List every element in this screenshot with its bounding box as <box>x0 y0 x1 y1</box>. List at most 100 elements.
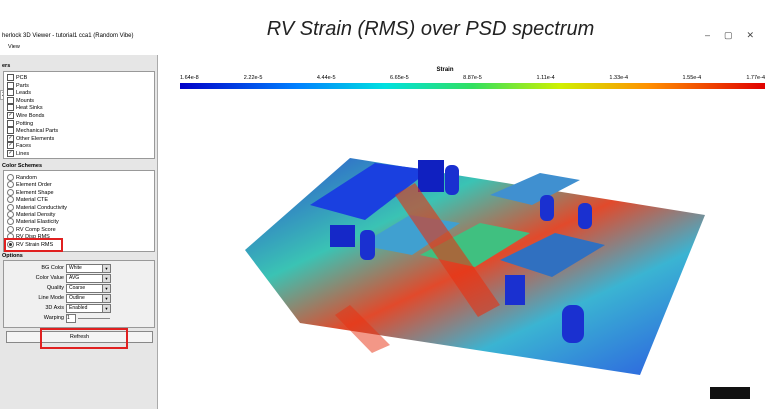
radio[interactable] <box>7 233 14 241</box>
scheme-row: Material Conductivity <box>7 203 68 211</box>
scheme-label: RV Disp RMS <box>16 234 50 241</box>
dropdown-arrow[interactable]: ▼ <box>102 264 111 273</box>
checkbox[interactable]: ✓ <box>7 150 14 157</box>
corner-widget <box>710 387 750 399</box>
legend-tick: 8.87e-5 <box>463 75 482 81</box>
scheme-label: Material Conductivity <box>16 204 68 211</box>
section-header: ers <box>2 63 11 69</box>
layer-row: ✓ Other Elements <box>7 134 55 142</box>
dropdown[interactable]: White <box>66 264 104 273</box>
layer-row: Mounts <box>7 96 35 104</box>
layers-box: PCB Parts Leads Mounts Heat Sinks ✓ Wire Bonds… <box>3 71 155 159</box>
highlight-box <box>4 237 63 252</box>
radio[interactable] <box>7 196 14 204</box>
legend-tick: 1.11e-4 <box>537 75 555 81</box>
options-box: BG Color White ▼ Color Value AVG ▼ Quality Coar… <box>3 260 155 328</box>
checkbox[interactable] <box>7 81 14 89</box>
scheme-label: RV Strain RMS <box>16 241 54 248</box>
legend-tick: 1.33e-4 <box>609 75 628 81</box>
radio[interactable] <box>7 211 14 218</box>
layer-row: Leads <box>7 89 31 97</box>
dropdown-arrow[interactable]: ▼ <box>102 304 111 313</box>
layer-row: Potting <box>7 119 34 127</box>
radio[interactable] <box>7 218 14 226</box>
layer-label: Other Elements <box>16 135 55 142</box>
layer-row: PCB <box>7 74 27 81</box>
schemes-box: Random Element Order Element Shape Material… <box>3 170 155 252</box>
option-label: Line Mode <box>38 295 64 301</box>
scheme-label: Material CTE <box>16 197 49 204</box>
checkbox[interactable]: ✓ <box>7 112 14 119</box>
dropdown[interactable]: Coarse <box>66 284 104 293</box>
option-label: Color Value <box>35 275 64 281</box>
colorbar <box>180 83 765 89</box>
refresh-button[interactable]: Refresh <box>6 331 153 343</box>
scheme-row: Material Density <box>7 211 55 218</box>
board-render <box>245 158 705 375</box>
radio[interactable] <box>7 203 14 211</box>
dropdown[interactable]: Enabled <box>66 304 104 313</box>
scheme-label: Random <box>16 174 37 181</box>
slider[interactable] <box>78 318 110 319</box>
radio[interactable] <box>7 181 14 189</box>
layer-row: ✓ Faces <box>7 142 31 150</box>
layer-label: Leads <box>16 90 31 97</box>
legend-tick: 2.22e-5 <box>244 75 263 81</box>
slide-heading: RV Strain (RMS) over PSD spectrum <box>266 18 595 40</box>
layer-label: Parts <box>16 82 29 89</box>
scheme-label: Material Density <box>16 211 56 218</box>
dropdown-arrow[interactable]: ▼ <box>102 284 111 293</box>
option-label: Quality <box>46 285 64 291</box>
window-controls[interactable]: –▢✕ <box>705 30 769 40</box>
dropdown-arrow[interactable]: ▼ <box>102 274 111 283</box>
checkbox[interactable] <box>7 74 14 81</box>
scheme-label: Element Order <box>16 182 52 189</box>
scheme-row: RV Disp RMS <box>7 233 50 241</box>
checkbox[interactable]: ✓ <box>7 134 14 142</box>
section-header: Color Schemes <box>2 163 43 169</box>
scheme-row: Element Shape <box>7 188 54 196</box>
radio[interactable] <box>7 225 14 233</box>
layer-label: Faces <box>16 143 31 150</box>
layer-row: Parts <box>7 81 29 89</box>
scheme-row: Material Elasticity <box>7 218 59 226</box>
checkbox[interactable] <box>7 119 14 127</box>
layer-label: Mounts <box>16 97 35 104</box>
checkbox[interactable] <box>7 96 14 104</box>
layer-label: Potting <box>16 120 34 127</box>
checkbox[interactable] <box>7 104 14 112</box>
highlight-box <box>40 328 128 349</box>
radio[interactable] <box>7 240 14 248</box>
layer-label: Mechanical Parts <box>16 128 59 135</box>
scheme-row: Random <box>7 174 37 181</box>
layer-label: Lines <box>16 150 30 157</box>
radio[interactable] <box>7 174 14 181</box>
scheme-row: RV Strain RMS <box>7 240 54 248</box>
checkbox[interactable]: ✓ <box>7 142 14 150</box>
layer-label: Wire Bonds <box>16 112 45 119</box>
viewport: Strain 1.64e-8 2.22e-5 4.44e-5 6.65e-5 8.87e… <box>180 67 765 399</box>
scheme-label: RV Comp Score <box>16 226 56 233</box>
layer-row: ✓ Lines <box>7 150 29 157</box>
checkbox[interactable] <box>7 89 14 97</box>
option-label: Warping <box>43 315 64 321</box>
section-header: Options <box>2 253 23 259</box>
scheme-row: Element Order <box>7 181 52 189</box>
window-title: herlock 3D Viewer - tutorial1 cca1 (Rand… <box>2 33 134 39</box>
layer-row: Heat Sinks <box>7 104 43 112</box>
dropdown[interactable]: Outline <box>66 294 104 303</box>
legend-tick: 1.55e-4 <box>683 75 702 81</box>
dropdown-arrow[interactable]: ▼ <box>102 294 111 303</box>
legend-tick: 6.65e-5 <box>390 75 409 81</box>
menu-item[interactable]: View <box>8 44 20 50</box>
scheme-row: RV Comp Score <box>7 225 56 233</box>
legend-tick: 4.44e-5 <box>317 75 336 81</box>
legend-tick: 1.64e-8 <box>180 75 199 81</box>
dropdown[interactable]: AVG <box>66 274 104 283</box>
radio[interactable] <box>7 188 14 196</box>
scheme-row: Material CTE <box>7 196 49 204</box>
layer-row: Mechanical Parts <box>7 127 59 135</box>
scheme-label: Material Elasticity <box>16 219 59 226</box>
warping-value[interactable]: 1 <box>66 314 76 323</box>
checkbox[interactable] <box>7 127 14 135</box>
